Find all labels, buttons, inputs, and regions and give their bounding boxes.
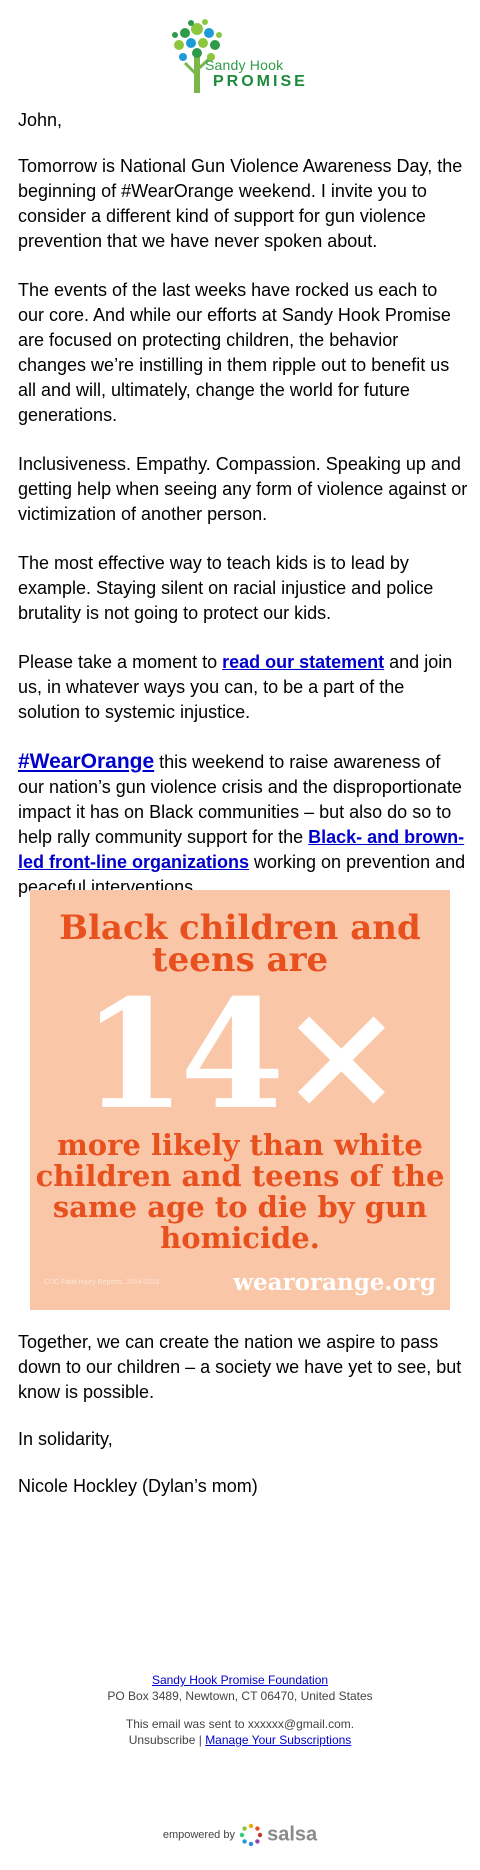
banner-headline: Black children and teens are [59, 908, 421, 980]
manage-subscriptions-link[interactable]: Manage Your Subscriptions [205, 1733, 352, 1747]
email-body: John, Tomorrow is National Gun Violence … [18, 108, 468, 924]
paragraph-intro: Tomorrow is National Gun Violence Awaren… [18, 156, 463, 251]
closing-paragraph: Together, we can create the nation we as… [18, 1332, 462, 1402]
front-line-organizations-link[interactable]: Black- and brown-led front-line organiza… [18, 827, 465, 872]
banner-statistic: 14× [81, 967, 404, 1143]
salsa-logo-icon [239, 1823, 263, 1847]
paragraph-statement: Please take a moment to read our stateme… [18, 650, 468, 725]
banner-site: wearorange.org [233, 1269, 436, 1296]
unsubscribe-text[interactable]: Unsubscribe [128, 1733, 196, 1747]
paragraph-events: The events of the last weeks have rocked… [18, 280, 451, 425]
statement-pre-text: Please take a moment to [18, 652, 223, 672]
footer-separator: | [195, 1733, 206, 1747]
powered-by-label: empowered by [162, 1828, 235, 1841]
salsa-brand: salsa [267, 1823, 318, 1846]
logo-text-line2: PROMISE [213, 73, 308, 90]
statement-post-text: and join us, in whatever ways you can, t… [18, 652, 453, 722]
banner-source: CDC Fatal Injury Reports, 2014-2018 [44, 1279, 160, 1286]
wearorange-banner[interactable]: Black children and teens are 14× more li… [30, 890, 450, 1310]
powered-by: empowered by salsa [0, 1822, 480, 1848]
paragraph-values: Inclusiveness. Empathy. Compassion. Spea… [18, 454, 468, 524]
wearorange-mid-text: this weekend to raise awareness of our n… [18, 752, 462, 847]
subscription-links: Unsubscribe | Manage Your Subscriptions [0, 1732, 480, 1748]
read-statement-link[interactable]: read our statement [222, 652, 385, 672]
sent-to-notice: This email was sent to xxxxxx@gmail.com. [125, 1717, 355, 1731]
email-footer: Sandy Hook Promise Foundation PO Box 348… [0, 1672, 480, 1748]
org-address: PO Box 3489, Newtown, CT 06470, United S… [107, 1689, 373, 1703]
paragraph-wearorange: #WearOrange this weekend to raise awaren… [18, 749, 468, 900]
signature: Nicole Hockley (Dylan’s mom) [18, 1476, 258, 1496]
greeting: John, [18, 110, 63, 130]
paragraph-lead-by-example: The most effective way to teach kids is … [18, 553, 434, 623]
org-link[interactable]: Sandy Hook Promise Foundation [151, 1673, 329, 1687]
sign-off: In solidarity, [18, 1429, 113, 1449]
banner-subtext: more likely than white children and teen… [35, 1128, 445, 1255]
tree-icon [172, 19, 222, 93]
email-closing: Together, we can create the nation we as… [18, 1330, 468, 1521]
sandy-hook-promise-logo: Sandy Hook PROMISE [167, 15, 317, 95]
wearorange-link[interactable]: #WearOrange [18, 750, 155, 773]
logo-text-line1: Sandy Hook [205, 57, 284, 73]
